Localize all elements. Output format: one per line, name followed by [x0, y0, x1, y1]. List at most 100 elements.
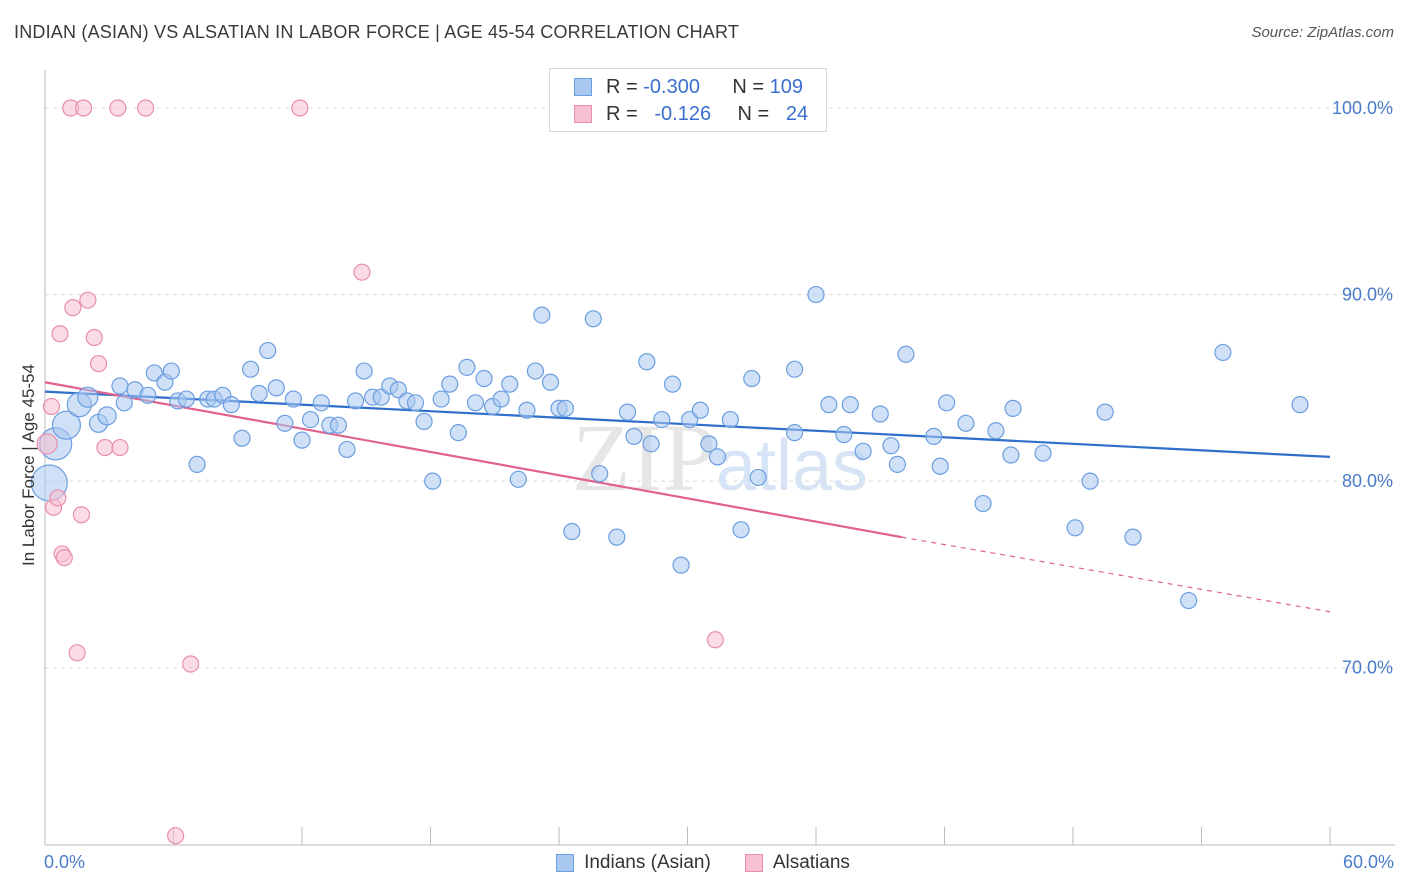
- point-indians: [974, 494, 992, 513]
- point-indians: [355, 362, 373, 380]
- legend-n-label: N =: [732, 75, 765, 98]
- point-indians: [501, 375, 519, 393]
- point-alsatians: [89, 355, 108, 373]
- point-indians: [222, 396, 240, 414]
- point-indians: [1214, 343, 1232, 362]
- point-indians: [284, 390, 303, 408]
- point-indians: [346, 392, 365, 410]
- point-indians: [250, 384, 268, 403]
- point-indians: [835, 425, 853, 444]
- point-indians: [301, 410, 320, 429]
- point-indians: [871, 405, 889, 423]
- point-indians: [925, 427, 943, 445]
- point-alsatians: [64, 299, 82, 317]
- point-alsatians: [68, 644, 86, 662]
- legend-swatch: [744, 854, 763, 872]
- point-indians: [1291, 396, 1309, 414]
- point-indians: [625, 427, 643, 445]
- point-indians: [177, 390, 195, 408]
- point-indians: [162, 362, 180, 380]
- y-tick-label: 90.0%: [1342, 285, 1393, 305]
- legend-n-label: N =: [737, 102, 770, 125]
- legend-item-indians[interactable]: Indians (Asian): [556, 852, 711, 874]
- y-tick-labels: 70.0% 80.0% 90.0% 100.0%: [1332, 98, 1393, 678]
- point-indians: [111, 377, 129, 395]
- point-alsatians: [85, 328, 103, 347]
- point-indians: [97, 406, 117, 426]
- point-indians: [743, 369, 761, 388]
- point-indians: [1096, 403, 1114, 421]
- point-indians: [556, 399, 575, 417]
- point-alsatians: [55, 549, 73, 567]
- point-indians: [897, 345, 915, 363]
- point-indians: [509, 470, 527, 488]
- point-indians: [415, 412, 433, 431]
- point-alsatians: [79, 291, 97, 309]
- point-indians: [882, 437, 900, 455]
- point-indians: [329, 416, 348, 434]
- point-indians: [672, 556, 690, 574]
- legend-r-value: -0.126: [654, 102, 712, 125]
- point-indians: [526, 362, 545, 380]
- point-indians: [242, 360, 260, 378]
- point-indians: [51, 410, 82, 440]
- point-indians: [441, 375, 459, 393]
- point-indians: [584, 310, 602, 328]
- y-tick-label: 100.0%: [1332, 98, 1393, 118]
- point-indians: [938, 394, 956, 412]
- legend-row-indians: R = -0.300 N = 109: [574, 75, 803, 99]
- point-indians: [424, 472, 442, 490]
- point-indians: [888, 455, 906, 473]
- point-indians: [854, 442, 872, 460]
- point-indians: [312, 394, 330, 412]
- point-alsatians: [109, 99, 127, 117]
- point-indians: [591, 465, 609, 483]
- point-alsatians: [72, 506, 91, 524]
- point-alsatians: [111, 438, 129, 457]
- legend-n-value: 24: [785, 102, 809, 125]
- point-indians: [608, 528, 626, 546]
- point-alsatians: [291, 99, 309, 117]
- x-tick-min: 0.0%: [44, 852, 86, 872]
- x-tick-max: 60.0%: [1342, 852, 1394, 872]
- point-alsatians: [353, 263, 371, 281]
- point-alsatians: [49, 489, 67, 507]
- point-indians: [653, 410, 671, 429]
- point-alsatians: [706, 631, 724, 649]
- chart-title: INDIAN (ASIAN) VS ALSATIAN IN LABOR FORC…: [14, 22, 740, 42]
- point-indians: [466, 394, 485, 412]
- point-alsatians: [182, 655, 200, 673]
- point-indians: [276, 414, 294, 432]
- y-tick-label: 80.0%: [1342, 471, 1393, 491]
- y-tick-label: 70.0%: [1342, 658, 1393, 678]
- point-indians: [563, 522, 581, 541]
- trend-extension-alsatians: [901, 536, 1331, 613]
- point-indians: [638, 353, 656, 371]
- point-indians: [721, 410, 739, 429]
- point-indians: [533, 306, 551, 324]
- point-indians: [77, 386, 99, 408]
- point-indians: [139, 386, 157, 404]
- point-indians: [406, 394, 425, 412]
- legend-item-alsatians[interactable]: Alsatians: [744, 852, 850, 874]
- point-indians: [732, 521, 750, 539]
- legend-swatch-alsatians: [574, 105, 592, 123]
- point-indians: [987, 422, 1005, 440]
- point-indians: [1002, 446, 1020, 464]
- point-indians: [1081, 472, 1099, 490]
- point-indians: [432, 390, 450, 408]
- point-indians: [618, 403, 637, 421]
- point-indians: [691, 401, 709, 419]
- legend-label: Indians (Asian): [584, 852, 711, 873]
- point-indians: [518, 401, 536, 419]
- legend-r-value: -0.300: [643, 75, 700, 98]
- legend-n-value: 109: [769, 75, 803, 98]
- legend-r-label: R =: [606, 102, 638, 125]
- point-indians: [293, 431, 311, 449]
- point-indians: [541, 373, 560, 391]
- point-indians: [1034, 444, 1052, 462]
- point-alsatians: [137, 99, 155, 117]
- legend-swatch-indians: [574, 78, 592, 96]
- point-alsatians: [74, 99, 93, 117]
- point-indians: [475, 369, 493, 388]
